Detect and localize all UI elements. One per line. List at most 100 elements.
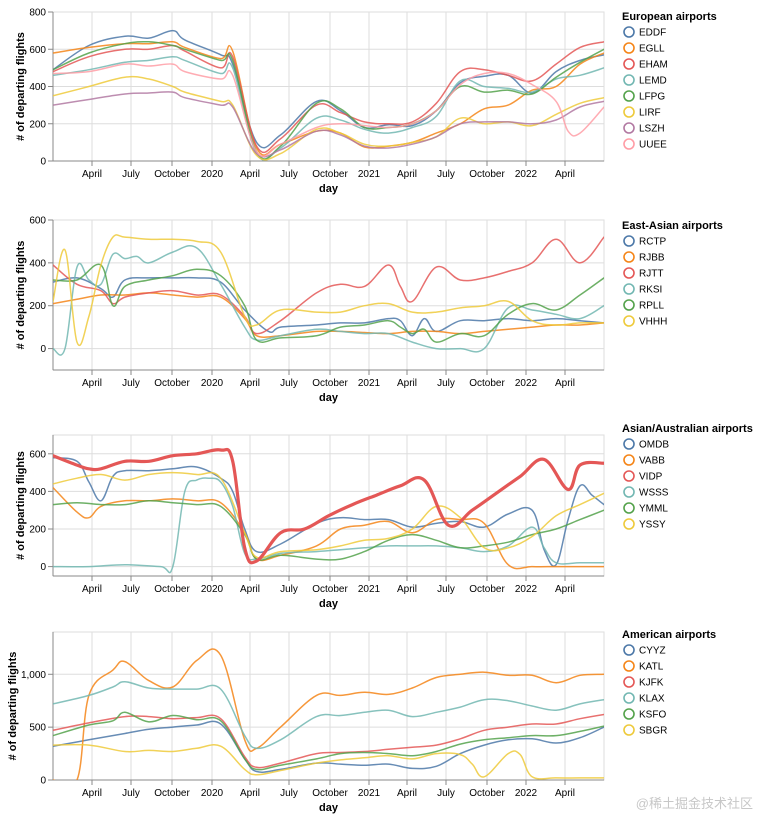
- legend-symbol: [623, 74, 635, 86]
- legend-title: American airports: [622, 629, 716, 641]
- x-tick-label: 2020: [201, 378, 224, 389]
- x-tick-label: October: [469, 169, 505, 180]
- x-tick-label: April: [397, 378, 417, 389]
- x-tick-label: October: [312, 788, 348, 799]
- y-tick-label: 0: [40, 344, 46, 355]
- series-line-cyyz: [53, 720, 604, 773]
- y-axis-title: # of departing flights: [15, 241, 27, 350]
- x-tick-label: April: [240, 584, 260, 595]
- series-line-eddf: [53, 29, 604, 149]
- x-tick-label: October: [469, 378, 505, 389]
- legend-symbol: [623, 660, 635, 672]
- legend: Asian/Australian airports OMDB VABB VIDP WSS…: [622, 423, 753, 531]
- y-tick-label: 800: [29, 8, 46, 19]
- legend-symbol: [623, 42, 635, 54]
- legend-label: LIRF: [639, 108, 661, 119]
- series-line-eham: [53, 41, 604, 153]
- x-tick-label: April: [82, 788, 102, 799]
- series-line-lfpg: [53, 40, 604, 160]
- series-line-lemd: [53, 55, 604, 161]
- x-tick-label: July: [280, 788, 298, 799]
- chart-panel-2: 0 200 400 600 April July October 2020 April July O…: [15, 216, 723, 405]
- series-line-lszh: [53, 91, 604, 158]
- chart-panel-1: 0 200 400 600 800 April July October 2020 April Ju…: [15, 8, 717, 196]
- legend-symbol: [623, 502, 635, 514]
- chart-panel-3: 0 200 400 600 April July October 2020 April July O…: [15, 423, 753, 610]
- x-tick-label: April: [397, 584, 417, 595]
- legend: European airports EDDF EGLL EHAM LEMD LFPG LIR…: [622, 11, 717, 151]
- legend-label: LFPG: [639, 92, 665, 103]
- x-tick-label: 2021: [358, 788, 381, 799]
- legend-label: RJBB: [639, 253, 665, 264]
- legend-label: VHHH: [639, 317, 667, 328]
- y-tick-label: 600: [29, 449, 46, 460]
- series-line-lirf: [53, 75, 604, 161]
- legend-symbol: [623, 676, 635, 688]
- legend-symbol: [623, 438, 635, 450]
- x-tick-label: April: [240, 378, 260, 389]
- x-tick-label: 2022: [515, 169, 538, 180]
- x-tick-label: July: [280, 378, 298, 389]
- legend-symbol: [623, 122, 635, 134]
- x-tick-label: October: [154, 584, 190, 595]
- legend-label: LEMD: [639, 76, 667, 87]
- x-tick-label: July: [122, 584, 140, 595]
- x-tick-label: 2021: [358, 378, 381, 389]
- x-tick-label: July: [122, 169, 140, 180]
- series-line-rjbb: [53, 292, 604, 339]
- legend-label: WSSS: [639, 488, 669, 499]
- series-line-vhhh: [53, 234, 604, 346]
- x-tick-label: 2020: [201, 788, 224, 799]
- legend-symbol: [623, 267, 635, 279]
- series-line-wsss: [53, 477, 604, 574]
- legend-label: UUEE: [639, 140, 667, 151]
- x-tick-label: April: [240, 788, 260, 799]
- y-tick-label: 1,000: [21, 670, 46, 681]
- legend-label: SBGR: [639, 726, 667, 737]
- legend-label: LSZH: [639, 124, 665, 135]
- y-tick-label: 200: [29, 301, 46, 312]
- series-line-rjtt: [53, 236, 604, 335]
- legend-symbol: [623, 283, 635, 295]
- legend-label: VABB: [639, 456, 665, 467]
- legend-title: Asian/Australian airports: [622, 423, 753, 435]
- series-line-ksfo: [53, 711, 604, 771]
- series-line-katl: [53, 648, 604, 780]
- x-tick-label: 2021: [358, 584, 381, 595]
- y-tick-label: 400: [29, 82, 46, 93]
- legend-label: EGLL: [639, 44, 665, 55]
- legend-label: CYYZ: [639, 646, 666, 657]
- series-line-rpll: [53, 263, 604, 343]
- legend-symbol: [623, 106, 635, 118]
- x-tick-label: October: [312, 584, 348, 595]
- y-tick-label: 600: [29, 216, 46, 227]
- x-tick-label: 2022: [515, 378, 538, 389]
- x-axis-title: day: [319, 183, 339, 195]
- x-tick-label: April: [82, 169, 102, 180]
- series-line-yssy: [53, 471, 604, 559]
- y-axis-title: # of departing flights: [15, 451, 27, 560]
- x-tick-label: July: [437, 584, 455, 595]
- legend-symbol: [623, 235, 635, 247]
- series-line-kjfk: [53, 713, 604, 769]
- legend-label: EHAM: [639, 60, 668, 71]
- y-tick-label: 0: [40, 776, 46, 787]
- chart-panel-4: 0 500 1,000 April July October 2020 April July Oc…: [7, 629, 716, 814]
- legend-label: RKSI: [639, 285, 662, 296]
- legend-symbol: [623, 454, 635, 466]
- x-axis-title: day: [319, 598, 339, 610]
- y-tick-label: 0: [40, 562, 46, 573]
- legend-symbol: [623, 58, 635, 70]
- x-axis-title: day: [319, 802, 339, 814]
- x-tick-label: October: [154, 378, 190, 389]
- legend-symbol: [623, 299, 635, 311]
- plot-frame: [52, 434, 605, 577]
- x-tick-label: October: [154, 788, 190, 799]
- legend-symbol: [623, 251, 635, 263]
- legend-symbol: [623, 708, 635, 720]
- y-tick-label: 400: [29, 258, 46, 269]
- series-line-uuee: [53, 63, 604, 158]
- legend-label: YSSY: [639, 520, 666, 531]
- x-tick-label: July: [437, 788, 455, 799]
